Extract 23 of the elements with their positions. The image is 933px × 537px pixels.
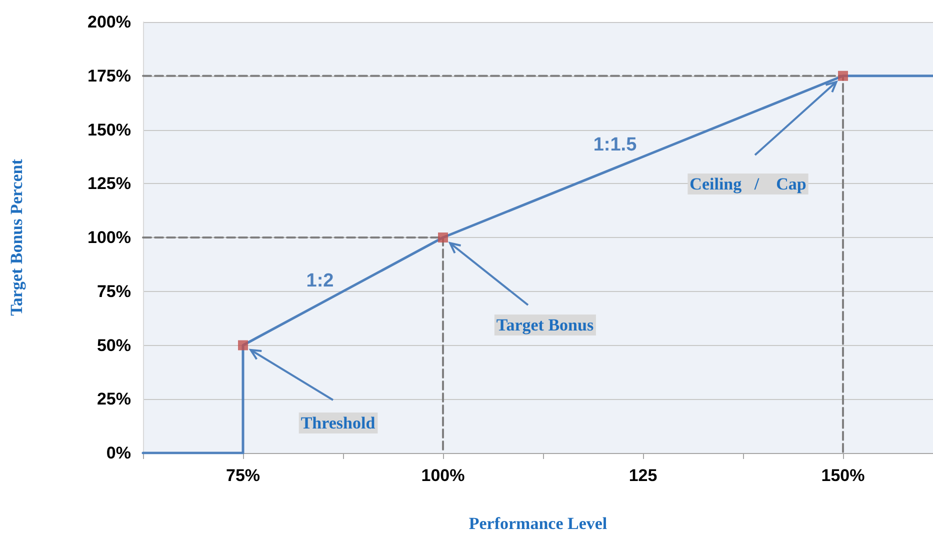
point [438,232,448,242]
x-tick-label: 100% [421,466,465,485]
y-tick-label: 175% [88,66,131,86]
y-tick-label: 100% [88,228,131,247]
y-tick-label: 25% [96,390,131,409]
x-tick-label: 75% [226,466,260,485]
y-tick-label: 50% [96,336,131,355]
annotation: 1:1.5 [593,134,638,156]
x-tick-label: 150% [821,466,865,485]
y-tick-label: 150% [88,120,131,140]
y-tick-label: 0% [106,444,131,462]
y-tick-label: 125% [88,174,131,194]
y-axis-title: Target Bonus Percent [7,158,26,316]
annotation: Ceiling / Cap [690,174,806,194]
y-tick-label: 75% [96,282,131,301]
annotation: Target Bonus [496,316,594,334]
annotation: 1:2 [306,270,334,292]
y-tick-label: 200% [88,12,131,32]
point [238,340,248,350]
x-axis-title: Performance Level [468,514,608,533]
annotation: Threshold [300,414,376,432]
x-tick-label: 125 [628,466,658,485]
point [838,70,848,81]
